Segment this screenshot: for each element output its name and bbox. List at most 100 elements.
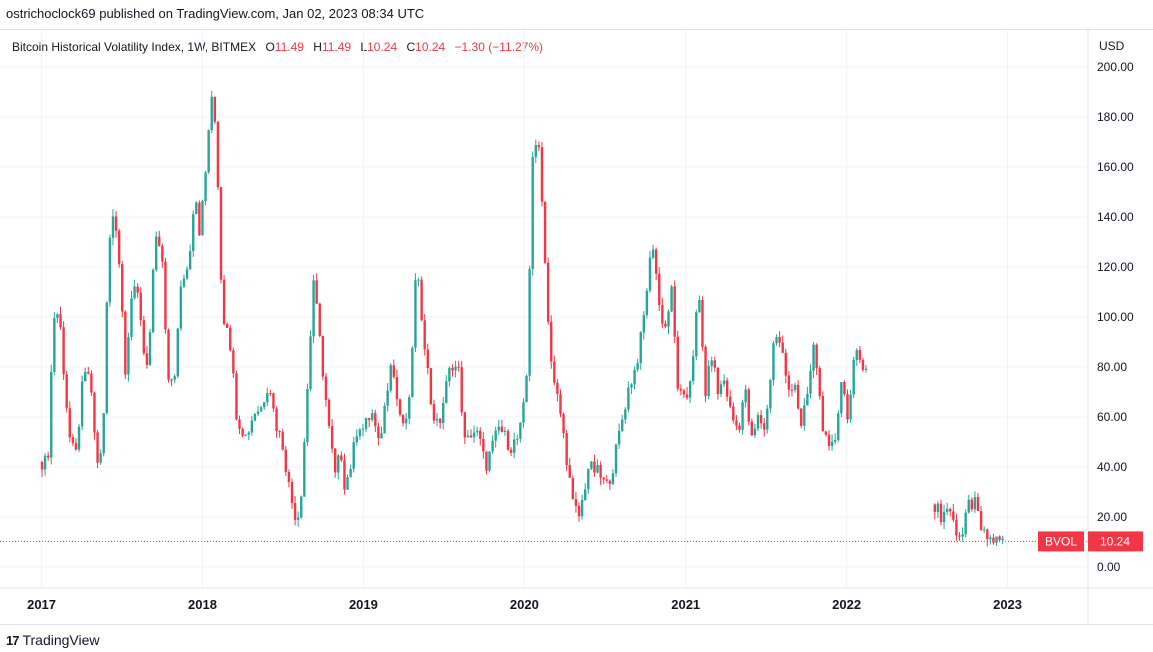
candle-body <box>333 448 337 473</box>
candle-body <box>587 468 590 490</box>
candle-body <box>494 430 497 441</box>
candle-body <box>40 462 44 470</box>
candle-body <box>648 257 652 291</box>
candle-body <box>133 286 136 299</box>
currency-label: USD <box>1099 39 1125 53</box>
candle-body <box>824 431 828 435</box>
chart-frame <box>0 29 1153 625</box>
candle-body <box>855 350 858 360</box>
candle-body <box>682 390 686 395</box>
candle-body <box>364 418 368 429</box>
open-value: 11.49 <box>274 40 304 54</box>
candle-body <box>124 311 127 375</box>
candle-body <box>973 497 977 510</box>
candle-body <box>306 389 309 443</box>
y-tick-label: 60.00 <box>1097 410 1127 424</box>
candle-body <box>596 464 599 473</box>
candle-body <box>500 426 504 432</box>
candle-body <box>939 503 943 523</box>
candle-body <box>380 433 383 439</box>
candle-body <box>534 145 538 158</box>
candle-body <box>192 214 195 252</box>
candle-body <box>87 371 90 374</box>
candle-body <box>1001 538 1004 540</box>
candle-body <box>577 505 581 517</box>
candle-body <box>321 336 325 377</box>
candle-body <box>506 430 510 450</box>
candle-body <box>815 344 818 369</box>
candle-body <box>735 420 738 426</box>
candle-body <box>485 451 488 471</box>
candle-body <box>80 381 84 427</box>
candle-body <box>269 393 272 395</box>
candle-body <box>460 367 463 413</box>
candle-body <box>259 407 263 412</box>
tradingview-logo-icon: 17 <box>6 632 20 648</box>
candle-body <box>213 96 217 122</box>
candle-body <box>627 387 630 410</box>
change-value: −1.30 (−11.27%) <box>454 40 544 54</box>
bvol-tag-bg <box>1038 531 1084 552</box>
candle-body <box>571 477 575 500</box>
candle-body <box>185 269 189 279</box>
candle-body <box>605 479 608 481</box>
candle-body <box>800 408 803 426</box>
candle-body <box>442 403 445 423</box>
candle-body <box>759 415 763 424</box>
candle-body <box>93 392 96 433</box>
candle-body <box>435 418 439 421</box>
candle-body <box>846 394 849 420</box>
candle-body <box>59 314 62 328</box>
candle-body <box>642 315 646 333</box>
candle-body <box>602 477 605 480</box>
candle-body <box>722 380 726 385</box>
y-tick-label: 80.00 <box>1097 360 1127 374</box>
candle-body <box>747 389 750 422</box>
candle-body <box>540 147 544 202</box>
candle-body <box>469 435 473 438</box>
x-tick-label: 2020 <box>510 597 539 612</box>
candle-body <box>837 413 840 440</box>
candle-body <box>599 464 602 478</box>
candle-body <box>290 481 294 504</box>
candle-body <box>263 402 266 408</box>
candle-body <box>296 517 300 520</box>
candle-body <box>519 422 522 439</box>
candle-body <box>583 489 587 500</box>
candle-body <box>559 394 562 414</box>
candle-body <box>936 503 940 512</box>
x-tick-label: 2019 <box>349 597 378 612</box>
candle-body <box>293 503 297 520</box>
candle-body <box>753 428 757 436</box>
low-value: 10.24 <box>367 40 398 54</box>
brand-name: TradingView <box>22 632 100 648</box>
candle-body <box>617 430 621 445</box>
candle-body <box>574 499 578 506</box>
candle-body <box>818 368 821 396</box>
candle-body <box>232 350 235 374</box>
candle-body <box>71 437 75 444</box>
candle-body <box>719 384 723 395</box>
candle-body <box>497 426 500 431</box>
candle-body <box>546 262 550 322</box>
candle-body <box>247 432 250 435</box>
candle-body <box>330 425 334 449</box>
candle-body <box>367 418 371 420</box>
candle-body <box>945 508 949 512</box>
candle-body <box>229 327 232 351</box>
candle-body <box>77 426 81 450</box>
candle-body <box>488 451 491 471</box>
candle-body <box>225 324 229 328</box>
candle-body <box>509 449 513 453</box>
candle-body <box>512 439 516 453</box>
candle-body <box>145 353 149 365</box>
candle-body <box>998 536 1001 540</box>
candle-body <box>74 443 78 450</box>
y-tick-label: 100.00 <box>1097 310 1134 324</box>
candle-body <box>182 278 186 287</box>
candle-body <box>516 438 519 440</box>
candle-body <box>503 430 507 432</box>
candle-body <box>188 251 192 270</box>
candle-body <box>417 279 420 281</box>
